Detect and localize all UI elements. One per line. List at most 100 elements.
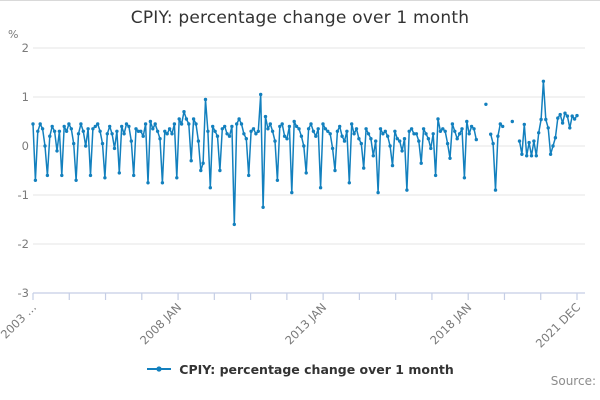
data-point-marker[interactable] bbox=[347, 181, 351, 185]
data-point-marker[interactable] bbox=[429, 146, 433, 151]
data-point-marker[interactable] bbox=[136, 129, 141, 133]
data-point-marker[interactable] bbox=[230, 124, 234, 129]
data-point-marker[interactable] bbox=[311, 129, 316, 133]
data-point-marker[interactable] bbox=[155, 129, 160, 133]
data-point-marker[interactable] bbox=[64, 129, 69, 133]
data-point-marker[interactable] bbox=[421, 127, 426, 131]
data-point-marker[interactable] bbox=[409, 127, 414, 131]
data-point-marker[interactable] bbox=[350, 122, 354, 126]
data-point-marker[interactable] bbox=[67, 122, 71, 126]
data-point-marker[interactable] bbox=[376, 190, 380, 195]
data-point-marker[interactable] bbox=[235, 122, 239, 126]
data-point-marker[interactable] bbox=[74, 178, 78, 182]
data-point-marker[interactable] bbox=[493, 188, 498, 192]
data-point-marker[interactable] bbox=[496, 134, 500, 138]
data-point-marker[interactable] bbox=[357, 137, 361, 141]
data-point-marker[interactable] bbox=[153, 122, 157, 126]
data-point-marker[interactable] bbox=[256, 129, 260, 133]
data-point-marker[interactable] bbox=[450, 122, 455, 126]
data-point-marker[interactable] bbox=[491, 141, 495, 146]
data-point-marker[interactable] bbox=[98, 129, 102, 133]
data-point-marker[interactable] bbox=[285, 137, 289, 141]
data-point-marker[interactable] bbox=[405, 188, 409, 192]
data-point-marker[interactable] bbox=[237, 117, 241, 121]
data-point-marker[interactable] bbox=[122, 132, 126, 136]
data-point-marker[interactable] bbox=[352, 132, 356, 136]
data-point-marker[interactable] bbox=[575, 113, 579, 118]
data-point-marker[interactable] bbox=[378, 127, 383, 131]
data-point-marker[interactable] bbox=[218, 168, 222, 173]
data-point-marker[interactable] bbox=[297, 127, 301, 131]
data-point-marker[interactable] bbox=[254, 132, 258, 136]
data-point-marker[interactable] bbox=[441, 127, 445, 131]
data-point-marker[interactable] bbox=[208, 186, 212, 190]
data-point-marker[interactable] bbox=[40, 127, 45, 131]
data-point-marker[interactable] bbox=[414, 132, 419, 136]
data-point-marker[interactable] bbox=[424, 132, 428, 136]
data-point-marker[interactable] bbox=[541, 79, 546, 84]
data-point-marker[interactable] bbox=[120, 124, 124, 129]
data-point-marker[interactable] bbox=[129, 139, 133, 143]
data-point-marker[interactable] bbox=[386, 134, 390, 138]
data-point-marker[interactable] bbox=[261, 205, 265, 209]
data-point-marker[interactable] bbox=[199, 168, 203, 173]
data-point-marker[interactable] bbox=[127, 124, 131, 129]
data-point-marker[interactable] bbox=[100, 141, 105, 146]
data-point-marker[interactable] bbox=[244, 137, 248, 141]
data-point-marker[interactable] bbox=[292, 119, 296, 124]
data-point-marker[interactable] bbox=[402, 137, 407, 141]
data-point-marker[interactable] bbox=[93, 124, 98, 129]
data-point-marker[interactable] bbox=[364, 127, 368, 131]
data-point-marker[interactable] bbox=[302, 144, 306, 148]
data-point-marker[interactable] bbox=[306, 127, 311, 131]
data-point-marker[interactable] bbox=[278, 124, 282, 129]
data-point-marker[interactable] bbox=[105, 132, 110, 136]
data-point-marker[interactable] bbox=[342, 139, 347, 143]
data-point-marker[interactable] bbox=[69, 127, 74, 131]
data-point-marker[interactable] bbox=[333, 168, 337, 173]
data-point-marker[interactable] bbox=[433, 173, 438, 178]
data-point-marker[interactable] bbox=[484, 102, 488, 107]
data-point-marker[interactable] bbox=[335, 129, 340, 133]
data-point-marker[interactable] bbox=[223, 124, 227, 129]
data-point-marker[interactable] bbox=[247, 173, 251, 178]
data-point-marker[interactable] bbox=[232, 222, 236, 227]
data-point-marker[interactable] bbox=[225, 132, 229, 136]
data-point-marker[interactable] bbox=[275, 178, 280, 182]
data-point-marker[interactable] bbox=[546, 126, 550, 130]
data-point-marker[interactable] bbox=[170, 132, 174, 136]
data-point-marker[interactable] bbox=[520, 152, 524, 156]
data-point-marker[interactable] bbox=[498, 122, 502, 126]
data-point-marker[interactable] bbox=[148, 119, 153, 124]
data-point-marker[interactable] bbox=[556, 116, 560, 120]
data-point-marker[interactable] bbox=[345, 129, 349, 133]
data-point-marker[interactable] bbox=[371, 154, 375, 158]
data-point-marker[interactable] bbox=[426, 137, 431, 141]
data-point-marker[interactable] bbox=[539, 117, 543, 122]
data-point-marker[interactable] bbox=[263, 114, 268, 119]
data-point-marker[interactable] bbox=[338, 124, 342, 129]
data-point-marker[interactable] bbox=[151, 127, 155, 131]
data-point-marker[interactable] bbox=[472, 127, 476, 131]
data-point-marker[interactable] bbox=[522, 122, 526, 127]
data-point-marker[interactable] bbox=[76, 132, 81, 136]
data-point-marker[interactable] bbox=[362, 166, 366, 170]
data-point-marker[interactable] bbox=[91, 127, 95, 131]
data-point-marker[interactable] bbox=[290, 190, 294, 195]
data-point-marker[interactable] bbox=[304, 171, 308, 175]
data-point-marker[interactable] bbox=[388, 144, 392, 148]
data-point-marker[interactable] bbox=[251, 127, 256, 131]
data-point-marker[interactable] bbox=[79, 122, 83, 126]
data-point-marker[interactable] bbox=[160, 181, 165, 185]
data-point-marker[interactable] bbox=[72, 141, 76, 146]
data-point-marker[interactable] bbox=[537, 131, 541, 135]
data-point-marker[interactable] bbox=[501, 124, 505, 129]
data-point-marker[interactable] bbox=[48, 134, 52, 138]
data-point-marker[interactable] bbox=[457, 132, 462, 136]
data-point-marker[interactable] bbox=[187, 122, 191, 126]
data-point-marker[interactable] bbox=[239, 122, 244, 126]
data-point-marker[interactable] bbox=[220, 127, 224, 131]
data-point-marker[interactable] bbox=[525, 154, 529, 158]
data-point-marker[interactable] bbox=[568, 126, 572, 130]
data-point-marker[interactable] bbox=[529, 154, 534, 158]
